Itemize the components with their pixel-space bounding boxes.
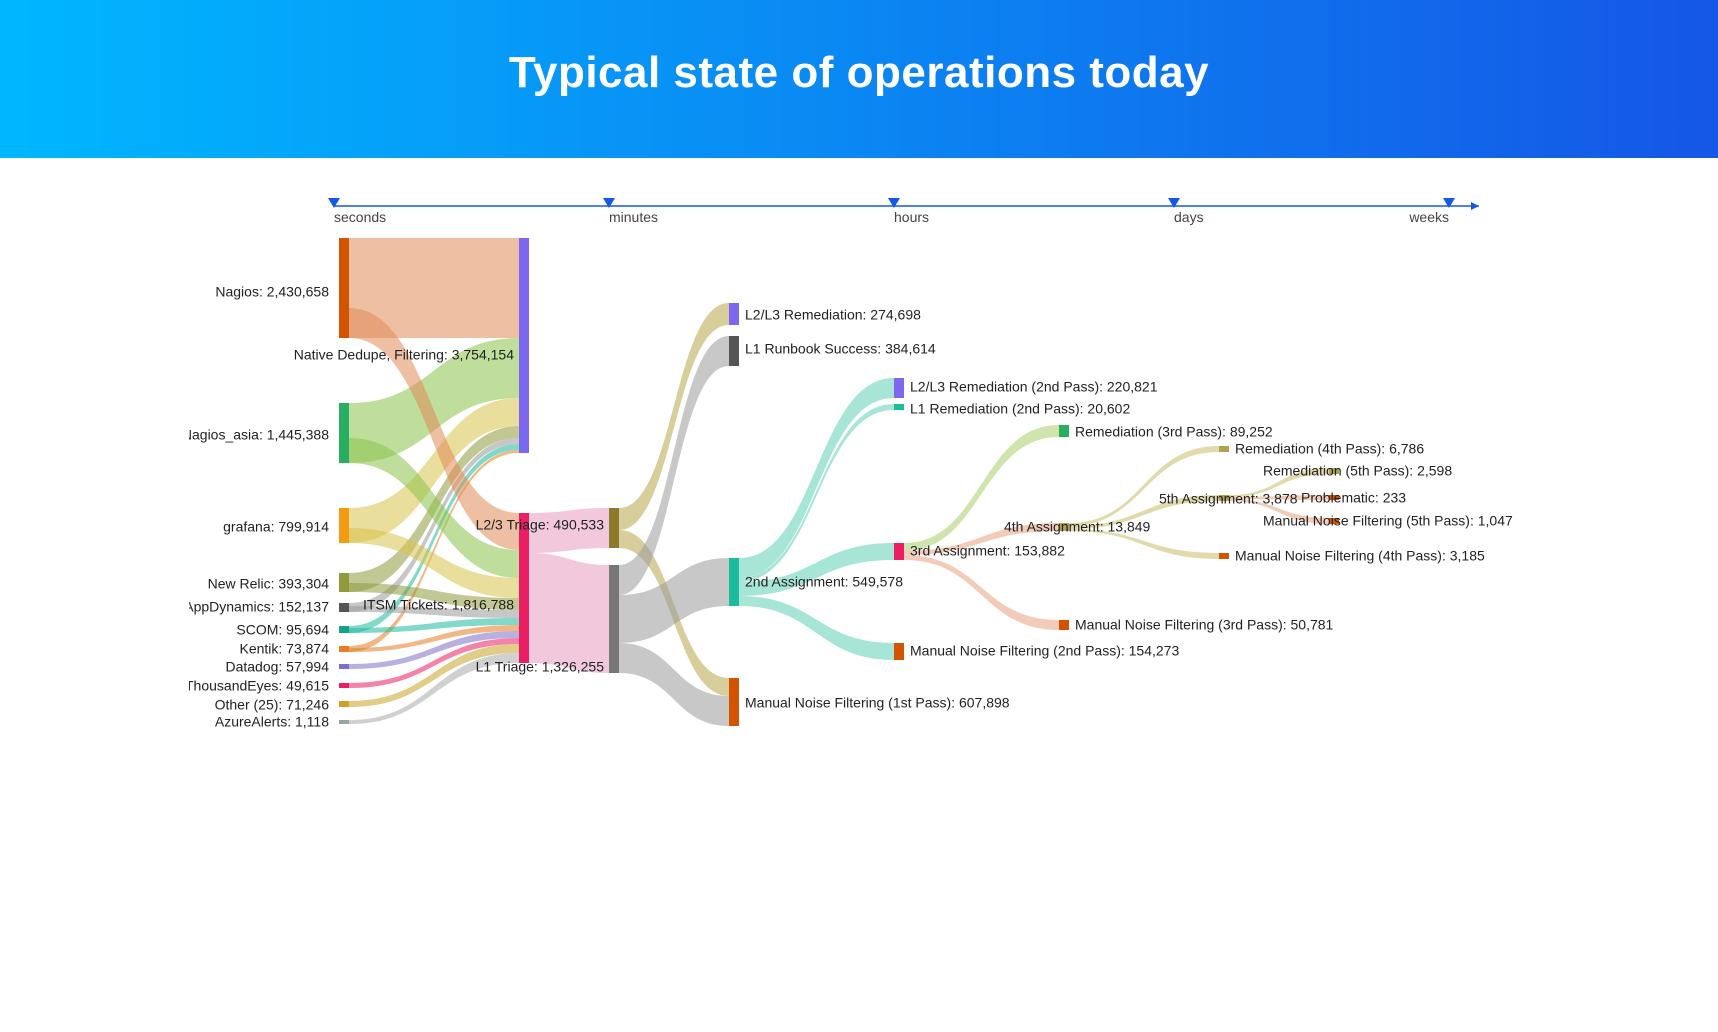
sankey-node-label: Other (25): 71,246: [215, 697, 330, 713]
sankey-node-label: Manual Noise Filtering (1st Pass): 607,8…: [745, 695, 1010, 711]
sankey-node-assign2: [729, 558, 739, 606]
sankey-node-label: Manual Noise Filtering (2nd Pass): 154,2…: [910, 643, 1179, 659]
sankey-node-label: L2/L3 Remediation: 274,698: [745, 307, 921, 323]
sankey-node-grafana: [339, 508, 349, 543]
sankey-node-newrelic: [339, 573, 349, 592]
sankey-node-label: Manual Noise Filtering (3rd Pass): 50,78…: [1075, 617, 1334, 633]
sankey-node-label: AppDynamics: 152,137: [189, 599, 329, 615]
sankey-node-noise3: [1059, 620, 1069, 630]
sankey-node-l23remed2: [894, 378, 904, 398]
sankey-node-label: L2/L3 Remediation (2nd Pass): 220,821: [910, 379, 1158, 395]
sankey-node-label: AzureAlerts: 1,118: [215, 714, 329, 730]
sankey-node-label: Nagios_asia: 1,445,388: [189, 427, 329, 443]
sankey-node-itsm: [519, 513, 529, 663]
sankey-node-label: Remediation (4th Pass): 6,786: [1235, 441, 1424, 457]
sankey-link: [739, 596, 894, 660]
sankey-node-l1triage: [609, 565, 619, 673]
sankey-node-label: Problematic: 233: [1301, 490, 1406, 506]
sankey-node-l23remed: [729, 303, 739, 325]
sankey-node-nagios_asia: [339, 403, 349, 463]
sankey-node-label: Remediation (5th Pass): 2,598: [1263, 463, 1452, 479]
sankey-node-appdynamics: [339, 603, 349, 612]
sankey-node-noise1: [729, 678, 739, 726]
sankey-node-label: Kentik: 73,874: [239, 641, 329, 657]
sankey-link: [529, 553, 609, 673]
sankey-chart: seconds minutes hours days weeks Nagios: 2,43…: [189, 188, 1529, 828]
sankey-node-l1runbook: [729, 336, 739, 366]
sankey-node-other: [339, 701, 349, 707]
sankey-node-datadog: [339, 664, 349, 669]
sankey-node-azurealerts: [339, 720, 349, 724]
sankey-node-label: Remediation (3rd Pass): 89,252: [1075, 424, 1273, 440]
sankey-node-label: SCOM: 95,694: [236, 622, 329, 638]
sankey-node-remed4: [1219, 446, 1229, 452]
sankey-node-thousandeyes: [339, 683, 349, 688]
sankey-node-label: L1 Triage: 1,326,255: [476, 659, 605, 675]
sankey-node-nagios: [339, 238, 349, 338]
sankey-node-label: ITSM Tickets: 1,816,788: [363, 597, 514, 613]
sankey-node-label: New Relic: 393,304: [208, 576, 330, 592]
sankey-node-label: L2/3 Triage: 490,533: [476, 517, 605, 533]
sankey-node-label: L1 Runbook Success: 384,614: [745, 341, 936, 357]
timeline-label: days: [1174, 209, 1204, 225]
sankey-node-label: L1 Remediation (2nd Pass): 20,602: [910, 401, 1130, 417]
sankey-node-label: Datadog: 57,994: [225, 659, 329, 675]
timeline-label: minutes: [609, 209, 658, 225]
sankey-node-label: 3rd Assignment: 153,882: [910, 543, 1065, 559]
sankey-node-scom: [339, 626, 349, 633]
sankey-node-label: 5th Assignment: 3,878: [1159, 491, 1298, 507]
sankey-node-l23triage: [609, 508, 619, 548]
sankey-link: [619, 336, 729, 595]
sankey-node-label: 2nd Assignment: 549,578: [745, 574, 903, 590]
sankey-node-label: Native Dedupe, Filtering: 3,754,154: [294, 347, 514, 363]
sankey-node-label: grafana: 799,914: [223, 519, 329, 535]
sankey-node-label: ThousandEyes: 49,615: [189, 678, 329, 694]
sankey-node-noise2: [894, 643, 904, 660]
sankey-node-assign3: [894, 543, 904, 560]
timeline-axis: seconds minutes hours days weeks: [328, 198, 1479, 225]
timeline-label: seconds: [334, 209, 386, 225]
timeline-label: hours: [894, 209, 929, 225]
sankey-node-label: Manual Noise Filtering (4th Pass): 3,185: [1235, 548, 1485, 564]
sankey-node-label: Manual Noise Filtering (5th Pass): 1,047: [1263, 513, 1513, 529]
sankey-node-kentik: [339, 646, 349, 652]
sankey-link: [904, 555, 1059, 630]
page-title: Typical state of operations today: [0, 0, 1718, 158]
timeline-label: weeks: [1408, 209, 1449, 225]
sankey-link: [619, 303, 729, 530]
sankey-node-label: Nagios: 2,430,658: [215, 284, 329, 300]
sankey-node-dedupe: [519, 238, 529, 453]
sankey-node-label: 4th Assignment: 13,849: [1004, 519, 1151, 535]
sankey-node-remed3: [1059, 425, 1069, 437]
sankey-node-l1remed2: [894, 404, 904, 410]
sankey-node-noise4: [1219, 553, 1229, 559]
